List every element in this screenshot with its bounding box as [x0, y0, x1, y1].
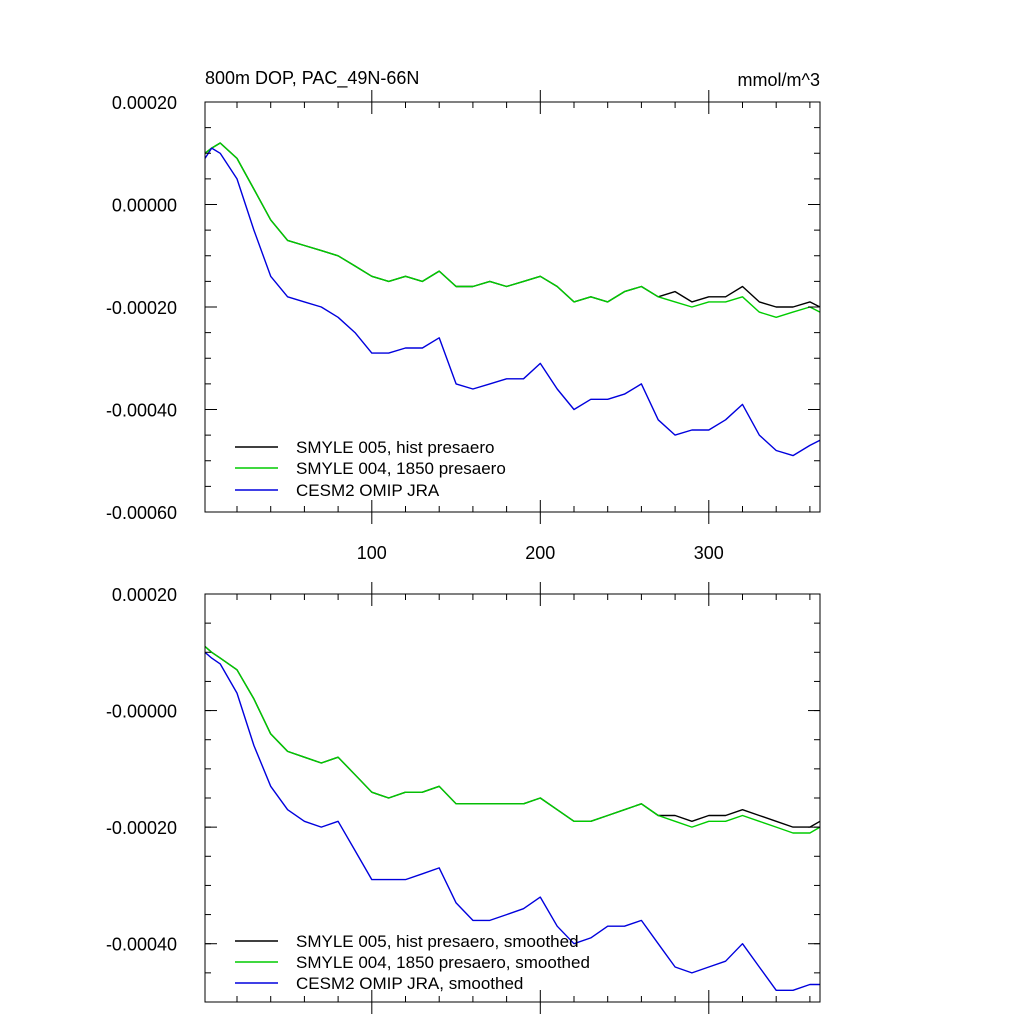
chart-title: 800m DOP, PAC_49N-66N [205, 68, 419, 89]
legend-label: CESM2 OMIP JRA [296, 481, 440, 500]
y-tick-label: -0.00020 [106, 818, 177, 838]
tick-group: 0.00020 -0.00000 -0.00020 -0.00040 [106, 582, 820, 1014]
series-line-0 [204, 142, 821, 308]
legend-label: SMYLE 005, hist presaero [296, 438, 494, 457]
series-line-2 [204, 651, 820, 991]
series-line-2 [204, 147, 821, 457]
legend: SMYLE 005, hist presaero, smoothed SMYLE… [235, 932, 590, 993]
series-group [204, 142, 821, 457]
series-group [204, 645, 821, 991]
y-tick-label: 0.00020 [112, 585, 177, 605]
legend-label: SMYLE 004, 1850 presaero, smoothed [296, 953, 590, 972]
series-line-1 [204, 645, 821, 834]
legend-label: CESM2 OMIP JRA, smoothed [296, 974, 523, 993]
legend-label: SMYLE 005, hist presaero, smoothed [296, 932, 579, 951]
panel-top: 800m DOP, PAC_49N-66N mmol/m^3 0.000200.… [106, 68, 821, 563]
panel-bottom: 0.00020 -0.00000 -0.00020 -0.00040 SMYLE 00… [106, 582, 821, 1014]
series-line-1 [204, 142, 821, 318]
y-tick-label: 0.00020 [112, 93, 177, 113]
y-tick-label: -0.00020 [106, 298, 177, 318]
tick-group: 0.00020 0.00000 -0.00020 -0.00040 -0.00060 10… [106, 90, 820, 563]
y-tick-label: -0.00040 [106, 935, 177, 955]
y-tick-label: -0.00000 [106, 702, 177, 722]
y-tick-label: -0.00060 [106, 503, 177, 523]
y-tick-label: 0.00000 [112, 196, 177, 216]
legend-label: SMYLE 004, 1850 presaero [296, 459, 506, 478]
series-line-0 [204, 645, 821, 828]
x-tick-label: 100 [357, 543, 387, 563]
units-label: mmol/m^3 [738, 70, 820, 90]
x-tick-label: 300 [694, 543, 724, 563]
legend: SMYLE 005, hist presaero SMYLE 004, 1850… [235, 438, 506, 500]
y-tick-label: -0.00040 [106, 401, 177, 421]
x-tick-label: 200 [525, 543, 555, 563]
